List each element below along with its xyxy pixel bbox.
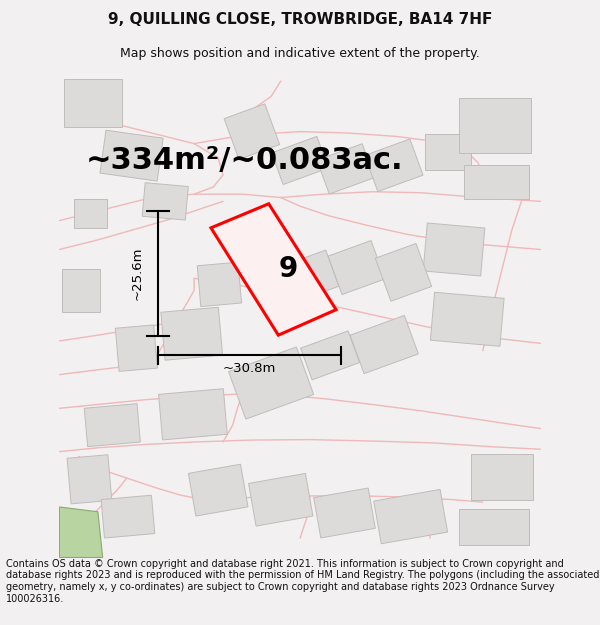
Polygon shape (211, 204, 336, 335)
Polygon shape (101, 495, 155, 538)
Text: ~30.8m: ~30.8m (223, 362, 276, 376)
Polygon shape (350, 316, 418, 374)
Polygon shape (376, 244, 431, 301)
Polygon shape (459, 509, 529, 546)
Polygon shape (161, 308, 223, 360)
Text: ~25.6m: ~25.6m (131, 247, 144, 300)
Polygon shape (374, 489, 448, 544)
Text: 9, QUILLING CLOSE, TROWBRIDGE, BA14 7HF: 9, QUILLING CLOSE, TROWBRIDGE, BA14 7HF (108, 11, 492, 26)
Polygon shape (115, 325, 157, 371)
Polygon shape (328, 241, 385, 294)
Text: Contains OS data © Crown copyright and database right 2021. This information is : Contains OS data © Crown copyright and d… (6, 559, 599, 604)
Polygon shape (283, 250, 339, 302)
Polygon shape (314, 488, 376, 538)
Polygon shape (430, 292, 504, 346)
Polygon shape (142, 182, 188, 220)
Polygon shape (423, 223, 485, 276)
Polygon shape (62, 269, 100, 312)
Polygon shape (197, 262, 242, 306)
Polygon shape (224, 104, 280, 159)
Polygon shape (229, 347, 314, 419)
Polygon shape (248, 473, 313, 526)
Polygon shape (188, 464, 248, 516)
Polygon shape (459, 98, 531, 153)
Polygon shape (425, 134, 471, 170)
Polygon shape (365, 139, 423, 192)
Polygon shape (64, 79, 122, 127)
Polygon shape (471, 454, 533, 500)
Polygon shape (100, 130, 163, 181)
Polygon shape (84, 404, 140, 447)
Polygon shape (464, 165, 529, 199)
Polygon shape (272, 136, 328, 184)
Text: Map shows position and indicative extent of the property.: Map shows position and indicative extent… (120, 47, 480, 60)
Polygon shape (59, 507, 103, 558)
Polygon shape (67, 455, 112, 504)
Polygon shape (301, 331, 359, 380)
Text: ~334m²/~0.083ac.: ~334m²/~0.083ac. (86, 146, 403, 175)
Text: 9: 9 (278, 255, 298, 283)
Polygon shape (317, 144, 374, 194)
Polygon shape (74, 199, 107, 228)
Polygon shape (158, 389, 227, 440)
